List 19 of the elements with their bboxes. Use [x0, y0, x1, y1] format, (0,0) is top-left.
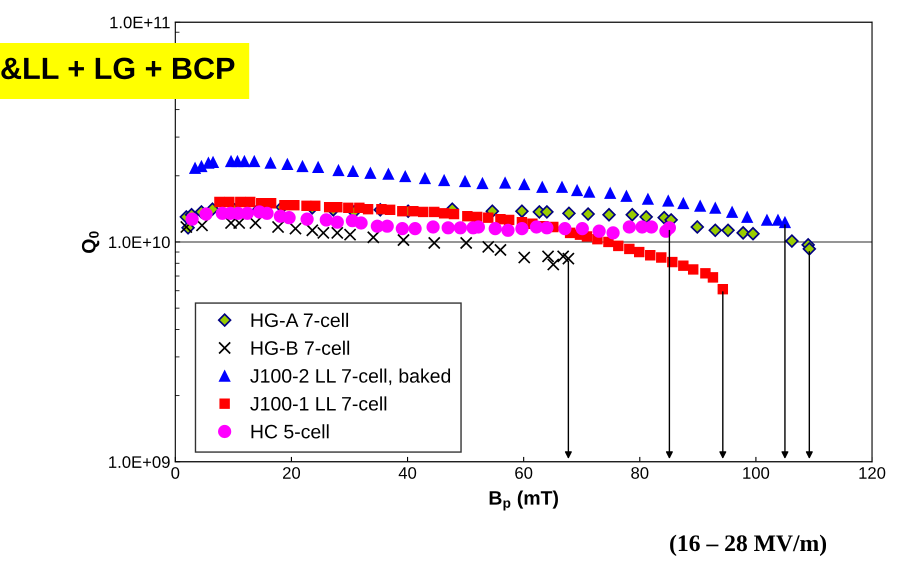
- y-tick-label: 1.0E+09: [109, 456, 170, 468]
- legend-label: HG-B 7-cell: [252, 340, 350, 355]
- legend-label: HC 5-cell: [252, 424, 329, 438]
- text: (16 – 28 MV/m): [670, 534, 826, 556]
- y-tick-label: 1.0E+11: [110, 16, 170, 28]
- x-tick-label: 0: [171, 467, 180, 479]
- y-axis-title: Q$_{0}$: [82, 231, 100, 253]
- legend-label: J100-2 LL 7-cell, baked: [250, 368, 450, 386]
- x-tick-label: 100: [743, 467, 770, 479]
- legend-label: HG-A 7-cell: [252, 312, 348, 328]
- x-tick-label: 80: [631, 467, 648, 479]
- x-tick-label: 40: [398, 467, 416, 479]
- text: &LL + LG + BCP: [1, 58, 234, 80]
- x-tick-label: 60: [515, 467, 532, 479]
- y-tick-label: 1.0E+10: [109, 236, 170, 248]
- x-tick-label: 20: [282, 467, 300, 479]
- x-tick-label: 120: [859, 467, 886, 479]
- x-axis-title: B$_{p}$ (mT): [490, 490, 558, 511]
- legend-label: J100-1 LL 7-cell: [250, 396, 386, 411]
